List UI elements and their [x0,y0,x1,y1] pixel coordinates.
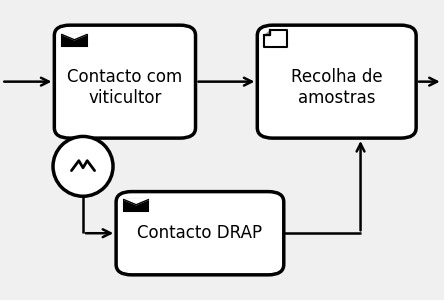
FancyBboxPatch shape [257,25,416,138]
Polygon shape [264,30,270,34]
Bar [62,35,87,46]
Polygon shape [62,35,87,40]
Text: Contacto com
viticultor: Contacto com viticultor [67,68,182,107]
Ellipse shape [53,136,113,196]
Text: Recolha de
amostras: Recolha de amostras [291,68,383,107]
FancyBboxPatch shape [116,192,284,275]
Polygon shape [124,200,148,205]
Text: Contacto DRAP: Contacto DRAP [137,224,262,242]
Polygon shape [264,30,287,47]
Bar [124,200,148,211]
FancyBboxPatch shape [54,25,195,138]
